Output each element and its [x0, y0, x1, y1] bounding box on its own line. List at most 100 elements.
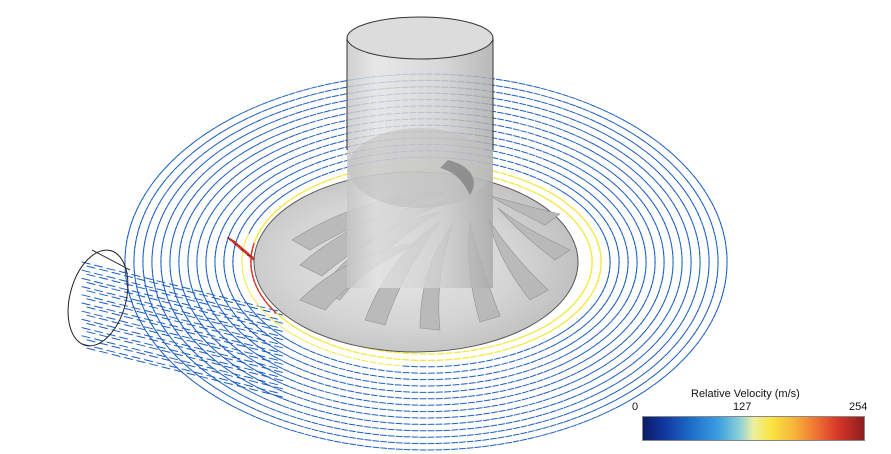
velocity-vector [163, 342, 169, 348]
velocity-vector [529, 189, 537, 194]
velocity-vector [340, 402, 348, 405]
velocity-vector [482, 425, 490, 428]
velocity-vector [281, 137, 289, 141]
velocity-vector [269, 166, 277, 171]
velocity-vector [575, 142, 583, 147]
velocity-vector [316, 111, 324, 115]
velocity-vector [580, 177, 587, 182]
velocity-vector [194, 330, 203, 334]
velocity-vector [460, 383, 468, 385]
velocity-vector [507, 174, 515, 178]
velocity-vector [289, 356, 296, 360]
velocity-vector [242, 175, 248, 181]
velocity-vector [281, 122, 289, 127]
velocity-vector [492, 163, 499, 167]
velocity-vector [256, 326, 263, 331]
velocity-vector [275, 206, 281, 213]
velocity-vector [274, 369, 283, 373]
velocity-vector [289, 401, 297, 404]
velocity-vector [301, 137, 309, 141]
velocity-vector [620, 200, 625, 206]
velocity-vector [225, 393, 232, 398]
velocity-vector [562, 137, 570, 141]
velocity-vector [593, 219, 599, 225]
velocity-vector [223, 204, 229, 211]
velocity-vector [99, 334, 108, 338]
velocity-vector [269, 158, 276, 163]
velocity-vector [149, 305, 158, 309]
velocity-vector [308, 134, 316, 138]
velocity-vector [362, 393, 370, 396]
velocity-vector [607, 209, 612, 216]
velocity-vector [371, 401, 379, 403]
velocity-vector [224, 324, 233, 328]
velocity-vector [302, 369, 310, 373]
velocity-vector [602, 335, 609, 340]
velocity-vector [209, 345, 215, 351]
velocity-vector [349, 443, 357, 446]
velocity-vector [461, 356, 470, 359]
velocity-vector [604, 343, 610, 349]
velocity-vector [632, 169, 639, 175]
velocity-vector [609, 339, 615, 345]
velocity-vector [243, 132, 250, 137]
velocity-vector [675, 350, 681, 357]
velocity-vector [575, 210, 582, 217]
velocity-vector [239, 188, 245, 194]
velocity-vector [581, 169, 588, 174]
velocity-vector [567, 194, 573, 199]
velocity-vector [587, 156, 595, 161]
velocity-vector [198, 345, 204, 351]
velocity-vector [255, 119, 262, 123]
velocity-vector [570, 206, 577, 212]
velocity-vector [609, 407, 616, 412]
velocity-vector [453, 357, 461, 360]
velocity-vector [550, 366, 558, 370]
velocity-vector [640, 318, 645, 325]
velocity-vector [188, 367, 194, 373]
velocity-vector [288, 149, 295, 153]
velocity-vector [136, 286, 146, 290]
velocity-vector [521, 411, 528, 414]
velocity-vector [570, 409, 578, 413]
velocity-vector [626, 129, 633, 134]
velocity-vector [625, 373, 632, 379]
velocity-vector [593, 351, 600, 356]
velocity-vector [275, 147, 282, 152]
velocity-vector [228, 331, 234, 337]
velocity-vector [364, 432, 372, 435]
velocity-vector [516, 357, 523, 361]
velocity-vector [379, 421, 387, 424]
velocity-vector [273, 321, 280, 326]
velocity-vector [679, 346, 685, 353]
velocity-vector [667, 159, 673, 165]
velocity-vector [641, 340, 647, 347]
velocity-vector [522, 179, 530, 184]
velocity-vector [495, 78, 503, 81]
velocity-vector [562, 336, 569, 341]
velocity-vector [562, 115, 570, 119]
velocity-vector [512, 114, 520, 117]
velocity-vector [282, 175, 289, 180]
velocity-vector [364, 445, 372, 448]
velocity-vector [338, 120, 346, 123]
velocity-vector [303, 412, 311, 416]
velocity-vector [353, 357, 360, 361]
velocity-vector [690, 333, 695, 340]
velocity-vector [347, 390, 355, 393]
velocity-vector [296, 381, 303, 385]
velocity-vector [173, 363, 179, 369]
velocity-vector [186, 372, 196, 376]
velocity-vector [275, 125, 282, 129]
velocity-vector [499, 396, 507, 399]
velocity-vector [206, 350, 216, 354]
velocity-vector [607, 188, 613, 193]
velocity-vector [621, 118, 628, 123]
velocity-vector [181, 168, 187, 174]
velocity-vector [240, 209, 246, 216]
velocity-vector [196, 383, 203, 389]
velocity-vector [549, 161, 556, 165]
velocity-vector [250, 152, 257, 157]
velocity-vector [501, 355, 509, 358]
velocity-vector [606, 151, 613, 156]
